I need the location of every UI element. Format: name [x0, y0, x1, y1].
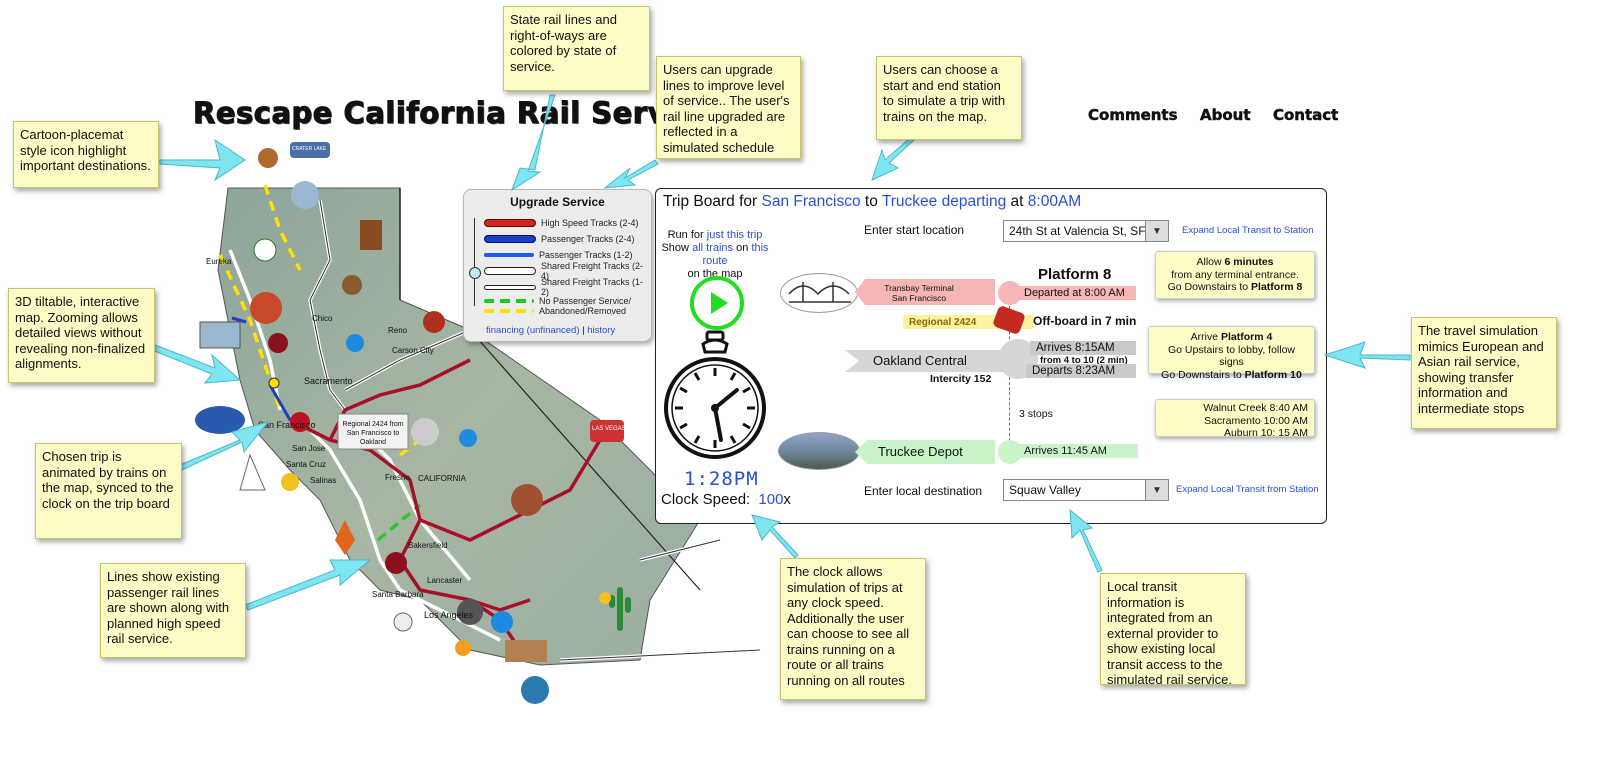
- trip-board-heading: Trip Board for San Francisco to Truckee …: [663, 193, 1082, 210]
- end-station-link[interactable]: Truckee departing: [881, 193, 1007, 210]
- top-nav: Comments About Contact: [1070, 106, 1339, 125]
- just-this-trip-link[interactable]: just this trip: [706, 229, 763, 241]
- california-landmass: [217, 187, 701, 666]
- upgrade-service-title: Upgrade Service: [510, 195, 605, 209]
- this-route-link[interactable]: this route: [702, 242, 769, 267]
- note-choose-station: Users can choose a start and end station…: [876, 56, 1022, 140]
- note-tiltable: 3D tiltable, interactive map. Zooming al…: [8, 288, 155, 383]
- nav-contact[interactable]: Contact: [1272, 106, 1339, 125]
- california-map[interactable]: [150, 135, 790, 715]
- history-link[interactable]: history: [587, 325, 616, 336]
- transbay-pointer: [855, 279, 995, 305]
- play-icon: [711, 292, 728, 314]
- transfer-tip-oakland: Arrive Platform 4 Go Upstairs to lobby, …: [1148, 326, 1315, 381]
- map-label-salinas: Salinas: [310, 476, 337, 485]
- destination-label: Enter local destination: [864, 484, 983, 498]
- nav-comments[interactable]: Comments: [1088, 106, 1178, 125]
- stops-tip: Walnut Creek 8:40 AM Sacramento 10:00 AM…: [1155, 399, 1315, 439]
- legend-high-speed[interactable]: High Speed Tracks (2-4): [484, 216, 639, 230]
- all-trains-link[interactable]: all trains: [692, 242, 734, 254]
- map-label-crater-lake: CRATER LAKE: [292, 146, 327, 152]
- map-label-fresno: Fresno: [385, 473, 410, 482]
- intercity-train-label: Intercity 152: [930, 373, 992, 385]
- link-separator: |: [582, 325, 585, 336]
- chevron-down-icon: ▼: [1145, 480, 1168, 500]
- note-travel-sim: The travel simulation mimics European an…: [1411, 317, 1557, 429]
- clock-time: 1:28PM: [684, 468, 759, 490]
- map-label-lancaster: Lancaster: [427, 576, 463, 585]
- note-animated: Chosen trip is animated by trains on the…: [35, 443, 182, 539]
- upgrade-links: financing (unfinanced) | history: [486, 325, 615, 336]
- clock-speed-value[interactable]: 100: [758, 491, 784, 508]
- legend-freight-1-2[interactable]: Shared Freight Tracks (1-2): [484, 277, 651, 297]
- note-local-transit: Local transit information is integrated …: [1100, 573, 1246, 687]
- map-label-chico: Chico: [312, 314, 333, 323]
- stopwatch-icon: [664, 330, 766, 459]
- map-label-santa-cruz: Santa Cruz: [286, 460, 327, 469]
- departs-oakland: Departs 8:23AM: [1026, 364, 1136, 378]
- map-label-santa-barbara: Santa Barbara: [372, 590, 424, 599]
- map-label-reno: Reno: [388, 326, 408, 335]
- upgrade-slider-handle[interactable]: [469, 267, 481, 279]
- departure-time-link[interactable]: 8:00AM: [1027, 193, 1082, 210]
- note-clock: The clock allows simulation of trips at …: [780, 558, 926, 700]
- play-button[interactable]: [690, 276, 744, 330]
- departed-status: Departed at 8:00 AM: [1018, 286, 1136, 300]
- start-location-select[interactable]: 24th St at Valencia St, SF ▼: [1003, 220, 1169, 242]
- chevron-down-icon: ▼: [1145, 221, 1168, 241]
- note-state-lines: State rail lines and right-of-ways are c…: [503, 6, 650, 91]
- platform-label: Platform 8: [1038, 266, 1112, 283]
- map-label-bakersfield: Bakersfield: [408, 541, 448, 550]
- transfer-tip-platform8: Allow 6 minutes from any terminal entran…: [1155, 251, 1315, 299]
- start-location-label: Enter start location: [864, 223, 965, 237]
- upgrade-service-panel: Upgrade Service High Speed Tracks (2-4) …: [463, 189, 652, 342]
- intermediate-stops[interactable]: 3 stops: [1019, 408, 1053, 420]
- financing-link[interactable]: financing (unfinanced): [486, 325, 580, 336]
- expand-transit-to-link[interactable]: Expand Local Transit to Station: [1182, 225, 1314, 236]
- truckee-pointer: [855, 440, 995, 464]
- map-label-california: CALIFORNIA: [418, 474, 467, 483]
- truckee-station: Truckee Depot: [878, 444, 963, 459]
- legend-passenger-1-2[interactable]: Passenger Tracks (1-2): [484, 248, 633, 262]
- destination-select[interactable]: Squaw Valley ▼: [1003, 479, 1169, 501]
- legend-no-passenger[interactable]: No Passenger Service/: [484, 294, 631, 308]
- platform-transfer: from 4 to 10 (2 min): [1040, 355, 1128, 366]
- note-lines: Lines show existing passenger rail lines…: [100, 563, 246, 658]
- map-label-las-vegas: LAS VEGAS: [592, 426, 626, 432]
- start-station-link[interactable]: San Francisco: [761, 193, 861, 210]
- transbay-image: [780, 273, 858, 313]
- note-upgrade-lines: Users can upgrade lines to improve level…: [656, 56, 801, 159]
- oakland-pointer: [845, 350, 1005, 372]
- expand-transit-from-link[interactable]: Expand Local Transit from Station: [1176, 484, 1319, 495]
- truckee-image: [778, 432, 860, 470]
- legend-abandoned[interactable]: Abandoned/Removed: [484, 304, 626, 318]
- arrives-truckee: Arrives 11:45 AM: [1018, 444, 1138, 458]
- page-title: Rescape California Rail Service: [192, 96, 716, 131]
- legend-freight-2-4[interactable]: Shared Freight Tracks (2-4): [484, 261, 651, 281]
- offboard-status: Off-board in 7 min: [1033, 314, 1137, 328]
- map-label-san-jose: San Jose: [292, 444, 326, 453]
- transbay-label: Transbay Terminal San Francisco: [884, 283, 954, 303]
- arrives-oakland: Arrives 8:15AM: [1030, 341, 1136, 355]
- map-label-eureka: Eureka: [206, 257, 232, 266]
- map-train-popup[interactable]: Regional 2424 from San Francisco to Oakl…: [342, 421, 404, 446]
- clock-speed: Clock Speed: 100x: [661, 491, 791, 508]
- map-label-san-francisco: San Francisco: [258, 420, 316, 430]
- nav-about[interactable]: About: [1199, 106, 1251, 125]
- run-options: Run for just this trip Show all trains o…: [661, 229, 769, 280]
- legend-passenger-2-4[interactable]: Passenger Tracks (2-4): [484, 232, 635, 246]
- map-label-carson: Carson City: [392, 346, 434, 355]
- bridge-icon: [788, 282, 851, 303]
- note-placemat: Cartoon-placemat style icon highlight im…: [13, 121, 159, 188]
- map-label-sacramento: Sacramento: [304, 376, 353, 386]
- upgrade-slider-track[interactable]: [474, 218, 475, 306]
- oakland-station: Oakland Central: [873, 353, 967, 368]
- map-label-los-angeles: Los Angeles: [424, 610, 474, 620]
